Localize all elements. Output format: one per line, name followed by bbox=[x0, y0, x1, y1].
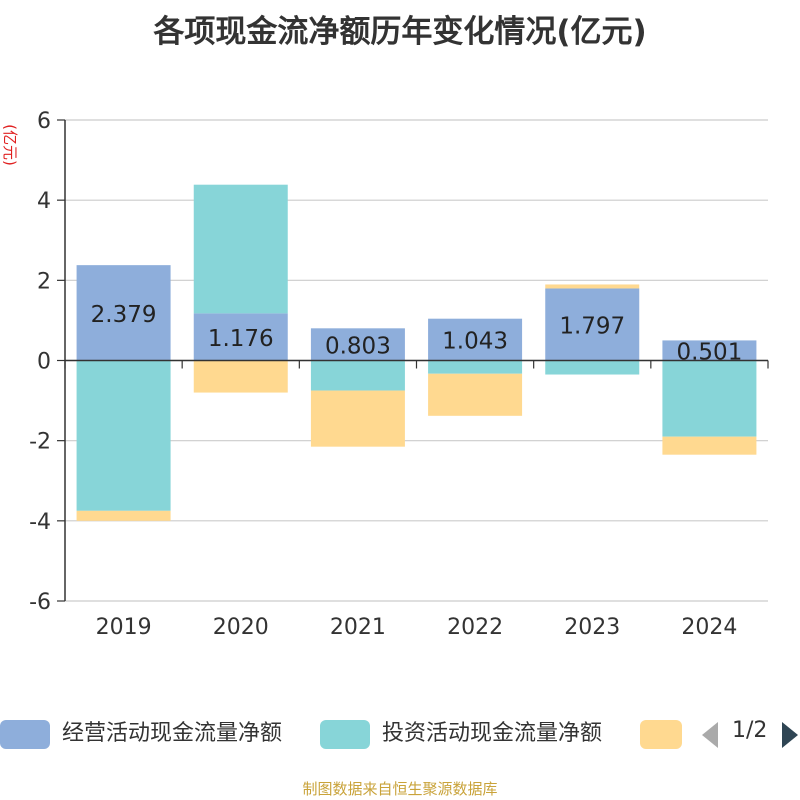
bar-1-2019 bbox=[76, 265, 171, 361]
bar-3-2021 bbox=[310, 390, 405, 447]
x-tick-label-2020: 2020 bbox=[213, 615, 269, 640]
bar-2-2019 bbox=[76, 360, 171, 511]
source-note: 制图数据来自恒生聚源数据库 bbox=[302, 780, 498, 798]
bar-1-2022 bbox=[428, 318, 523, 361]
y-tick-label: 0 bbox=[37, 350, 51, 375]
data-labels: 2.379 1.176 0.803 1.043 1.797 0.501 bbox=[91, 302, 743, 366]
y-tick-label: -4 bbox=[29, 510, 51, 535]
bar-2-2023 bbox=[545, 360, 640, 375]
data-label-2023: 1.797 bbox=[559, 313, 625, 339]
bar-2-2024 bbox=[662, 360, 757, 437]
bar-1-2024 bbox=[662, 340, 757, 361]
bar-1-2020 bbox=[193, 313, 288, 361]
legend-swatch-operating bbox=[0, 720, 50, 749]
data-label-2020: 1.176 bbox=[208, 326, 274, 352]
legend-prev-page-icon[interactable] bbox=[702, 722, 718, 748]
x-tick-label-2023: 2023 bbox=[564, 615, 620, 640]
data-label-2021: 0.803 bbox=[325, 333, 391, 359]
x-tick-label-2022: 2022 bbox=[447, 615, 503, 640]
y-tick-label: 6 bbox=[37, 109, 51, 134]
bar-3-2024 bbox=[662, 436, 757, 455]
bars bbox=[76, 184, 757, 521]
chart-title: 各项现金流净额历年变化情况(亿元) bbox=[153, 14, 647, 50]
y-tick-label: 4 bbox=[37, 189, 51, 214]
y-axis-label: (亿元) bbox=[1, 124, 19, 166]
x-tick-label-2021: 2021 bbox=[330, 615, 386, 640]
legend-swatch-investing bbox=[320, 720, 370, 749]
x-tick-label-2019: 2019 bbox=[96, 615, 152, 640]
bar-1-2023 bbox=[545, 288, 640, 361]
bar-3-2023 bbox=[545, 284, 640, 289]
data-label-2022: 1.043 bbox=[442, 329, 508, 355]
bar-3-2019 bbox=[76, 510, 171, 521]
y-tick-label: -2 bbox=[29, 430, 51, 455]
bar-2-2022 bbox=[428, 360, 523, 374]
y-tick-label: 2 bbox=[37, 269, 51, 294]
bar-3-2022 bbox=[428, 373, 523, 416]
bar-1-2021 bbox=[310, 328, 405, 361]
bar-3-2020 bbox=[193, 360, 288, 393]
legend-next-page-icon[interactable] bbox=[782, 722, 798, 748]
bar-2-2021 bbox=[310, 360, 405, 391]
data-label-2019: 2.379 bbox=[91, 302, 157, 328]
legend-page-indicator: 1/2 bbox=[732, 718, 768, 743]
legend-label-operating: 经营活动现金流量净额 bbox=[62, 721, 283, 746]
axes: 6 4 2 0 -2 -4 -6 2019 2020 2021 2022 2023 2024 bbox=[29, 109, 769, 640]
legend: 经营活动现金流量净额 投资活动现金流量净额 bbox=[0, 716, 800, 756]
legend-label-investing: 投资活动现金流量净额 bbox=[382, 721, 603, 746]
data-label-2024: 0.501 bbox=[676, 339, 742, 365]
y-tick-label: -6 bbox=[29, 590, 51, 615]
bar-2-2020 bbox=[193, 184, 288, 314]
legend-swatch-financing bbox=[640, 720, 682, 749]
x-tick-label-2024: 2024 bbox=[681, 615, 737, 640]
